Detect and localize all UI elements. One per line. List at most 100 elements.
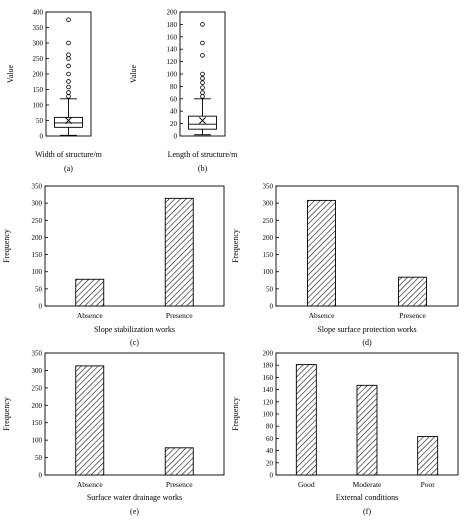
y-tick-label: 300 — [263, 200, 274, 208]
panel-label: (f) — [363, 507, 371, 516]
y-tick-label: 100 — [263, 268, 274, 276]
bar — [417, 436, 439, 476]
chart-panel-b: 0 20 40 60 80 100 120 140 160 180 200 Value Length o… — [129, 9, 238, 174]
bar — [164, 447, 194, 476]
chart-panel-c: 0 50 100 150 200 250 300 350 Frequency Slope stab… — [2, 183, 225, 347]
y-tick-label: 150 — [263, 251, 274, 259]
y-axis-label: Value — [129, 64, 138, 83]
bar — [307, 199, 336, 307]
outlier-point — [200, 94, 205, 99]
outlier-point — [200, 71, 205, 77]
y-tick-label: 140 — [263, 386, 274, 394]
y-tick-label: 50 — [266, 285, 274, 293]
y-tick-label: 60 — [266, 435, 274, 443]
x-axis-label: Slope stabilization works — [94, 325, 175, 334]
bar — [356, 384, 378, 476]
y-tick-label: 250 — [32, 217, 43, 225]
y-tick-label: 0 — [174, 133, 178, 141]
y-tick-label: 120 — [167, 58, 178, 66]
y-tick-label: 100 — [263, 411, 274, 419]
mean-marker-stroke — [64, 116, 73, 125]
y-tick-label: 50 — [35, 285, 43, 293]
chart-panel-d: 0 50 100 150 200 250 300 350 Frequency Slope surf… — [231, 183, 459, 347]
y-axis-label: Frequency — [2, 397, 11, 431]
y-tick-label: 80 — [170, 83, 178, 91]
outlier-point — [200, 85, 205, 90]
outlier-point — [66, 71, 71, 77]
x-tick-label: Moderate — [353, 480, 382, 489]
y-tick-label: 400 — [33, 9, 44, 17]
x-tick-label: Presence — [166, 311, 193, 320]
y-tick-label: 80 — [266, 423, 274, 431]
y-tick-label: 350 — [32, 183, 43, 191]
outlier-point — [66, 94, 71, 99]
y-tick-label: 150 — [32, 419, 43, 427]
y-tick-label: 350 — [263, 183, 274, 191]
x-axis-label: Length of structure/m — [168, 150, 239, 159]
y-tick-label: 40 — [170, 108, 178, 116]
x-tick-label: Presence — [166, 480, 193, 489]
panel-label: (c) — [130, 338, 139, 347]
y-tick-label: 150 — [33, 86, 44, 94]
y-tick-label: 0 — [39, 303, 43, 311]
plot-frame — [275, 185, 459, 307]
y-tick-label: 200 — [263, 350, 274, 358]
y-tick-label: 0 — [270, 303, 274, 311]
y-tick-label: 100 — [33, 102, 44, 110]
y-tick-label: 50 — [35, 454, 43, 462]
y-tick-label: 250 — [263, 217, 274, 225]
y-axis-label: Frequency — [2, 229, 11, 263]
y-tick-label: 100 — [32, 437, 43, 445]
y-tick-label: 120 — [263, 398, 274, 406]
bar — [75, 278, 105, 307]
plot-frame — [44, 352, 225, 476]
outlier-point — [200, 22, 205, 27]
y-tick-label: 300 — [32, 367, 43, 375]
y-tick-label: 250 — [33, 55, 44, 63]
x-tick-label: Presence — [399, 311, 426, 320]
mean-marker — [198, 116, 207, 125]
y-axis-label: Frequency — [231, 229, 240, 263]
outlier-point — [200, 76, 205, 81]
y-axis-label: Value — [6, 64, 15, 83]
y-tick-label: 40 — [266, 447, 274, 455]
plot-frame — [44, 185, 225, 307]
outlier-point — [200, 80, 205, 85]
outlier-point — [66, 17, 71, 23]
y-tick-label: 100 — [32, 268, 43, 276]
y-tick-label: 150 — [32, 251, 43, 259]
x-tick-label: Good — [298, 480, 315, 489]
outlier-point — [66, 63, 71, 69]
outlier-point — [200, 90, 205, 95]
x-axis-label: Width of structure/m — [35, 150, 103, 159]
x-axis-label: Slope surface protection works — [317, 325, 416, 334]
y-tick-label: 140 — [167, 46, 178, 54]
y-tick-label: 160 — [263, 374, 274, 382]
mean-marker — [64, 116, 73, 125]
panel-label: (b) — [198, 164, 208, 173]
bar — [398, 276, 427, 307]
y-tick-label: 0 — [40, 133, 44, 141]
y-tick-label: 300 — [32, 200, 43, 208]
y-tick-label: 20 — [170, 120, 178, 128]
y-tick-label: 200 — [32, 234, 43, 242]
panel-label: (a) — [64, 164, 73, 173]
x-tick-label: Absence — [77, 311, 103, 320]
outlier-point — [66, 79, 71, 84]
y-tick-label: 350 — [33, 24, 44, 32]
x-tick-label: Absence — [77, 480, 103, 489]
outlier-point — [66, 56, 71, 61]
y-tick-label: 200 — [263, 234, 274, 242]
mean-marker-stroke — [198, 116, 207, 125]
y-tick-label: 160 — [167, 33, 178, 41]
chart-panel-e: 0 50 100 150 200 250 300 350 Frequency Surface wa… — [2, 350, 225, 516]
outlier-point — [66, 90, 71, 95]
chart-panel-f: 0 20 40 60 80 100 120 140 160 180 200 Frequency Exte… — [231, 350, 459, 516]
x-tick-label: Absence — [309, 311, 335, 320]
box-iqr — [54, 116, 83, 128]
panel-label: (e) — [130, 507, 139, 516]
y-tick-label: 50 — [36, 117, 44, 125]
bar — [295, 364, 317, 476]
bar — [75, 365, 105, 476]
